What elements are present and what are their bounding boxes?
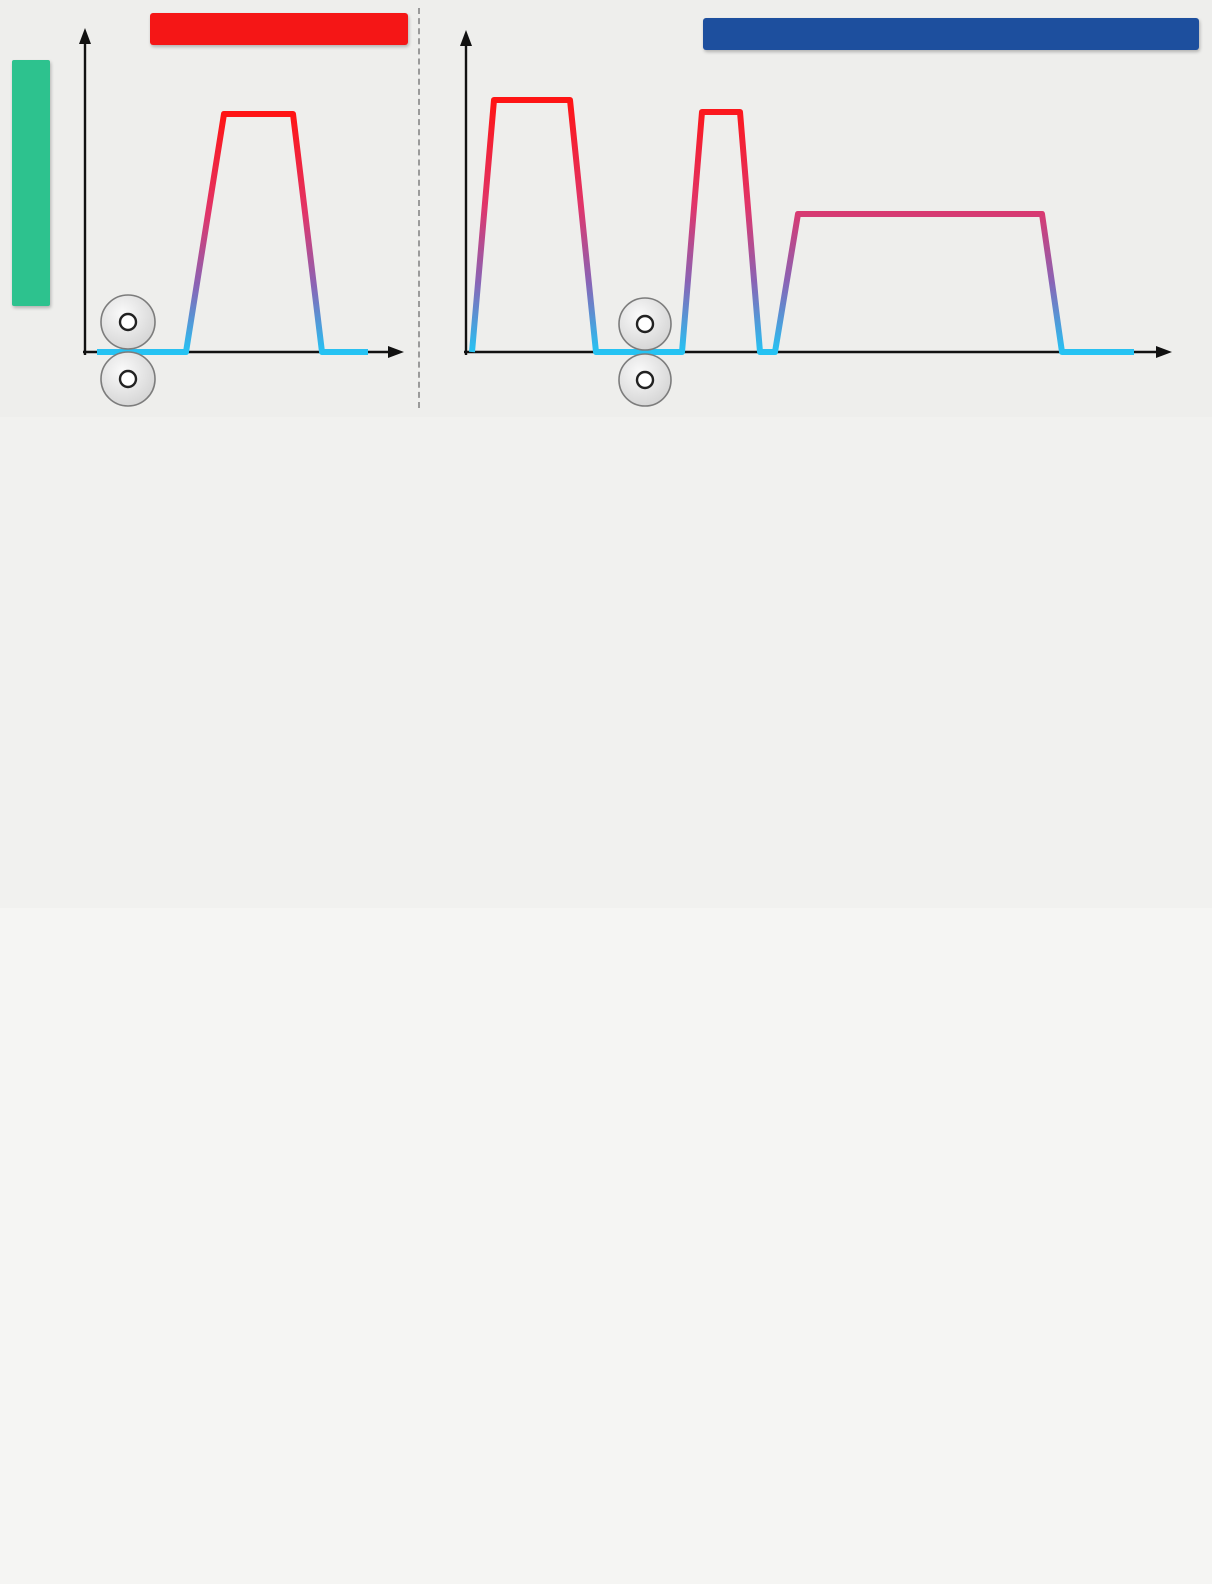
panel-b-schematic — [460, 30, 1172, 407]
section-stress-strain — [0, 908, 1212, 1584]
route-a-banner — [150, 13, 408, 45]
cold-rolling-icon-b — [618, 297, 672, 407]
panel-b-axes — [460, 30, 1172, 358]
section-processing-routes — [0, 0, 1212, 417]
route-b-banner — [703, 18, 1199, 50]
panel-e-chart — [0, 908, 1212, 1584]
alloy-composition-label — [12, 60, 50, 306]
panel-a-schematic — [79, 28, 404, 407]
panel-d-chart — [606, 419, 1212, 903]
section-ashby-maps — [0, 419, 1212, 906]
panel-c-chart — [2, 419, 602, 903]
panel-divider — [418, 8, 420, 408]
cold-rolling-icon-a — [100, 294, 156, 407]
route-a-temperature-profile — [97, 111, 368, 355]
route-b-temperature-profile — [469, 97, 1134, 355]
